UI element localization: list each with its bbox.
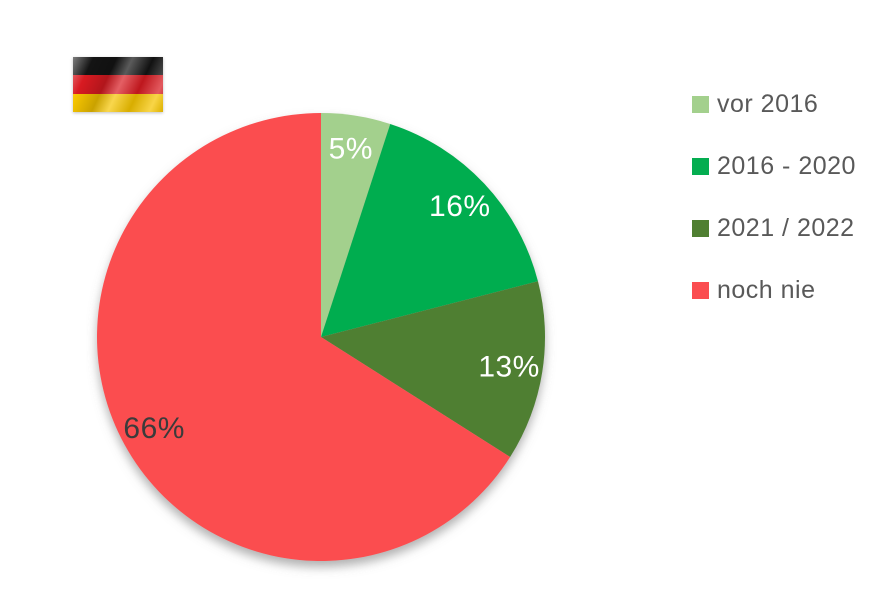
pie-slice-value-label: 13%: [478, 350, 540, 383]
pie-chart: 5% 16% 13% 66%: [86, 102, 566, 582]
flag-stripe-black: [73, 57, 163, 76]
legend-item-noch-nie: noch nie: [692, 259, 856, 321]
pie-slice-value-label: 16%: [429, 190, 491, 223]
pie-slice-2016-2020: [321, 123, 538, 338]
flag-stripe-gold: [73, 93, 163, 112]
legend-color-swatch: [692, 219, 709, 237]
flag-stripe-red: [73, 75, 163, 94]
legend-color-swatch: [692, 281, 709, 299]
legend-item-2021-2022: 2021 / 2022: [692, 197, 856, 259]
flag-wave-sheen: [73, 57, 163, 112]
legend-label: 2016 - 2020: [717, 151, 856, 180]
legend-item-2016-2020: 2016 - 2020: [692, 135, 856, 197]
pie-slice-vor-2016: [321, 113, 391, 337]
pie-slice-value-label: 5%: [329, 132, 373, 165]
pie-slice-2021-2022: [321, 281, 545, 458]
germany-flag-image: [73, 57, 163, 112]
chart-legend: vor 2016 2016 - 2020 2021 / 2022 noch nie: [692, 73, 856, 321]
legend-item-vor-2016: vor 2016: [692, 73, 856, 135]
legend-color-swatch: [692, 95, 709, 113]
legend-label: 2021 / 2022: [717, 213, 855, 242]
pie-chart-svg: 5% 16% 13% 66%: [97, 113, 545, 561]
pie-slice-noch-nie: [97, 113, 511, 561]
pie-slice-value-label: 66%: [123, 412, 185, 445]
legend-label: noch nie: [717, 275, 816, 304]
legend-label: vor 2016: [717, 89, 819, 118]
legend-color-swatch: [692, 157, 709, 175]
